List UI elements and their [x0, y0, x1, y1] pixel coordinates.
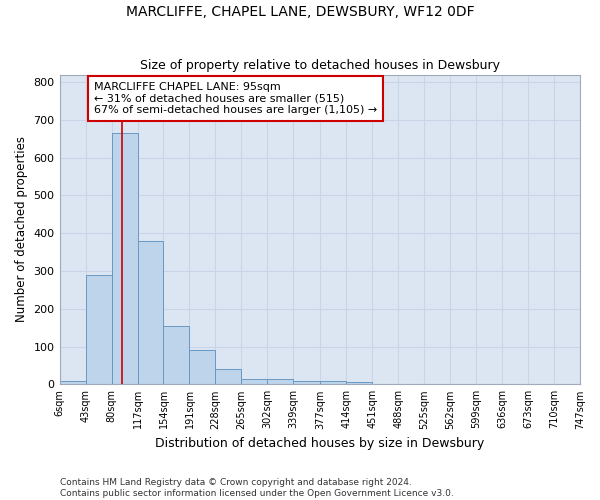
Text: Contains HM Land Registry data © Crown copyright and database right 2024.
Contai: Contains HM Land Registry data © Crown c…: [60, 478, 454, 498]
Title: Size of property relative to detached houses in Dewsbury: Size of property relative to detached ho…: [140, 59, 500, 72]
Bar: [190, 350, 215, 384]
Text: MARCLIFFE CHAPEL LANE: 95sqm
← 31% of detached houses are smaller (515)
67% of s: MARCLIFFE CHAPEL LANE: 95sqm ← 31% of de…: [94, 82, 377, 115]
Y-axis label: Number of detached properties: Number of detached properties: [15, 136, 28, 322]
Bar: [346, 382, 372, 384]
X-axis label: Distribution of detached houses by size in Dewsbury: Distribution of detached houses by size …: [155, 437, 484, 450]
Bar: [215, 369, 241, 384]
Bar: [86, 275, 112, 384]
Bar: [293, 380, 320, 384]
Bar: [163, 326, 190, 384]
Bar: [268, 378, 293, 384]
Bar: [59, 382, 86, 384]
Text: MARCLIFFE, CHAPEL LANE, DEWSBURY, WF12 0DF: MARCLIFFE, CHAPEL LANE, DEWSBURY, WF12 0…: [125, 5, 475, 19]
Bar: [241, 378, 268, 384]
Bar: [320, 380, 346, 384]
Bar: [137, 241, 163, 384]
Bar: [112, 133, 137, 384]
